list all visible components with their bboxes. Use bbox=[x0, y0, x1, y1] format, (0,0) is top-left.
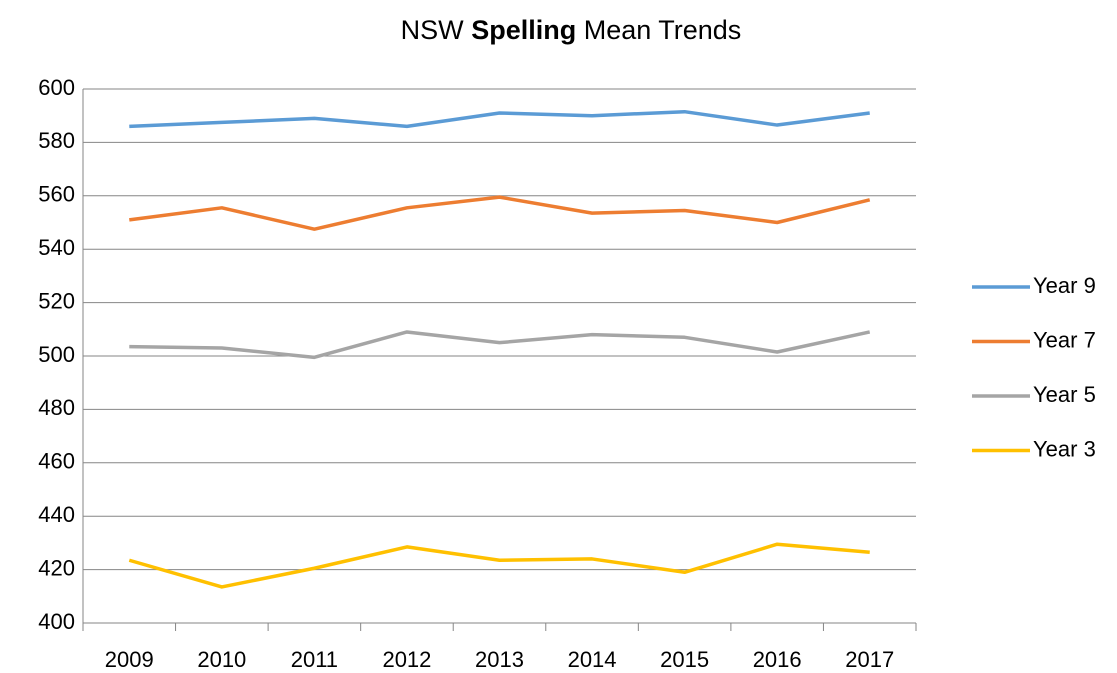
x-tick-label: 2011 bbox=[291, 647, 338, 672]
y-tick-label: 400 bbox=[38, 609, 75, 634]
title-part: Spelling bbox=[471, 15, 576, 45]
y-tick-label: 520 bbox=[38, 288, 75, 313]
legend-label: Year 3 bbox=[1033, 436, 1096, 461]
x-tick-label: 2014 bbox=[568, 647, 617, 672]
title-part: Mean Trends bbox=[584, 15, 742, 45]
series-line bbox=[129, 195, 871, 231]
y-tick-label: 440 bbox=[38, 502, 75, 527]
x-tick-label: 2012 bbox=[382, 647, 431, 672]
series-line bbox=[129, 109, 870, 129]
x-tick-label: 2010 bbox=[197, 647, 246, 672]
legend-label: Year 5 bbox=[1033, 382, 1096, 407]
series-line bbox=[128, 542, 870, 589]
y-tick-label: 580 bbox=[38, 128, 75, 153]
legend-label: Year 7 bbox=[1033, 327, 1096, 352]
legend-label: Year 9 bbox=[1033, 273, 1096, 298]
y-tick-label: 600 bbox=[38, 75, 75, 100]
title-part: NSW bbox=[401, 15, 465, 45]
x-tick-label: 2017 bbox=[845, 647, 894, 672]
x-tick-label: 2015 bbox=[660, 647, 709, 672]
y-tick-label: 540 bbox=[38, 235, 75, 260]
x-tick-label: 2016 bbox=[753, 647, 802, 672]
y-tick-label: 420 bbox=[38, 555, 75, 580]
y-tick-label: 500 bbox=[38, 342, 75, 367]
y-tick-label: 460 bbox=[38, 449, 75, 474]
x-tick-label: 2009 bbox=[105, 647, 154, 672]
y-tick-label: 480 bbox=[38, 395, 75, 420]
x-tick-label: 2013 bbox=[475, 647, 524, 672]
series-line bbox=[129, 330, 871, 360]
chart-title: NSW Spelling Mean Trends bbox=[401, 15, 742, 45]
y-tick-label: 560 bbox=[38, 182, 75, 207]
